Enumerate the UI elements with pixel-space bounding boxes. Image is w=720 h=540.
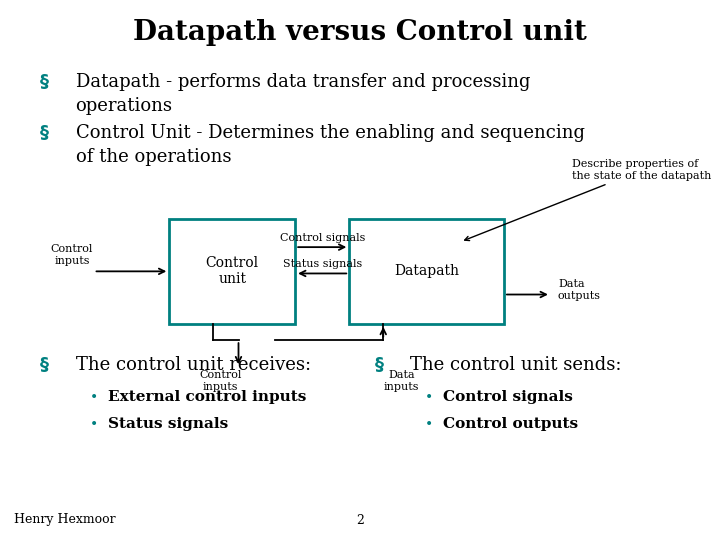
Text: of the operations: of the operations (76, 148, 231, 166)
Text: •: • (425, 390, 433, 404)
Text: Status signals: Status signals (108, 417, 228, 431)
Text: Data
outputs: Data outputs (558, 279, 601, 301)
Text: operations: operations (76, 97, 173, 115)
Text: •: • (90, 390, 98, 404)
Text: Control
inputs: Control inputs (199, 370, 242, 392)
Text: Control
unit: Control unit (206, 256, 258, 286)
Text: §: § (40, 124, 49, 142)
Text: Control outputs: Control outputs (443, 417, 578, 431)
Text: Control signals: Control signals (279, 233, 365, 243)
Text: §: § (40, 356, 49, 374)
Bar (349, 219, 504, 324)
Text: The control unit sends:: The control unit sends: (410, 356, 622, 374)
Text: 2: 2 (356, 514, 364, 526)
Bar (169, 219, 295, 324)
Text: Datapath versus Control unit: Datapath versus Control unit (133, 19, 587, 46)
Text: §: § (374, 356, 384, 374)
Text: Datapath: Datapath (394, 265, 459, 278)
Text: Henry Hexmoor: Henry Hexmoor (14, 514, 116, 526)
Text: •: • (425, 417, 433, 431)
Text: The control unit receives:: The control unit receives: (76, 356, 311, 374)
Text: Datapath - performs data transfer and processing: Datapath - performs data transfer and pr… (76, 73, 530, 91)
Text: Control Unit - Determines the enabling and sequencing: Control Unit - Determines the enabling a… (76, 124, 585, 142)
Text: External control inputs: External control inputs (108, 390, 307, 404)
Text: Status signals: Status signals (282, 259, 362, 269)
Text: •: • (90, 417, 98, 431)
Text: Control
inputs: Control inputs (51, 244, 93, 266)
Text: Describe properties of
the state of the datapath: Describe properties of the state of the … (464, 159, 712, 241)
Text: Data
inputs: Data inputs (384, 370, 419, 392)
Text: Control signals: Control signals (443, 390, 572, 404)
Text: §: § (40, 73, 49, 91)
